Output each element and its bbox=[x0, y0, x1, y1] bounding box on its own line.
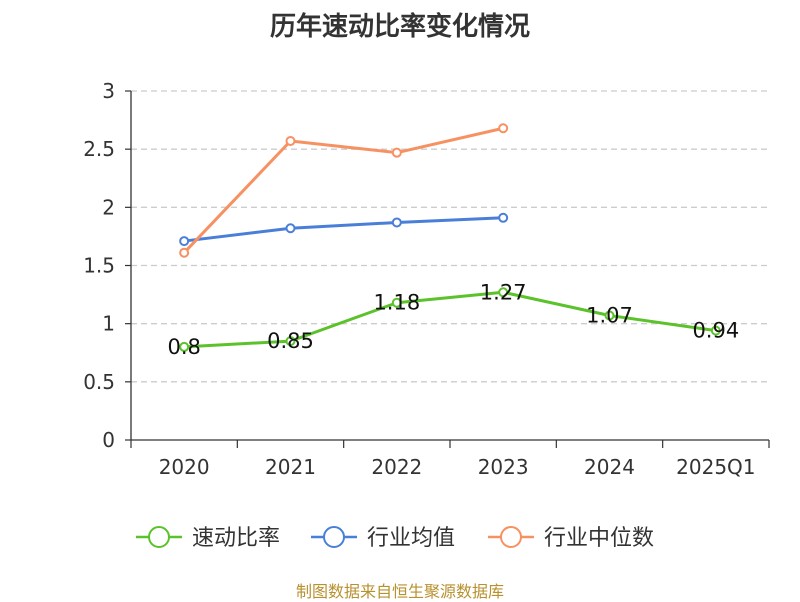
y-tick-label: 1.5 bbox=[83, 254, 115, 278]
y-tick-label: 2.5 bbox=[83, 137, 115, 161]
data-point[interactable] bbox=[498, 123, 509, 134]
series-line bbox=[183, 216, 504, 243]
x-tick-label: 2025Q1 bbox=[676, 455, 755, 479]
data-label: 0.94 bbox=[692, 319, 739, 343]
data-point[interactable] bbox=[285, 136, 296, 147]
data-label: 1.07 bbox=[586, 304, 633, 328]
data-point[interactable] bbox=[498, 212, 509, 223]
y-tick-label: 0.5 bbox=[83, 370, 115, 394]
x-tick-label: 2024 bbox=[584, 455, 635, 479]
data-labels: 0.8 0.85 1.18 1.27 1.07 0.94 bbox=[167, 280, 739, 359]
data-label: 1.18 bbox=[373, 291, 420, 315]
legend-label[interactable]: 速动比率 bbox=[192, 526, 280, 551]
y-tick-label: 0 bbox=[102, 428, 115, 452]
data-point[interactable] bbox=[391, 217, 402, 228]
data-label: 0.8 bbox=[167, 335, 200, 359]
data-point[interactable] bbox=[179, 236, 190, 247]
y-tick-label: 3 bbox=[102, 79, 115, 103]
legend: 速动比率 行业均值 行业中位数 bbox=[136, 526, 654, 551]
data-point[interactable] bbox=[604, 310, 615, 321]
y-tick-label: 2 bbox=[102, 195, 115, 219]
legend-label[interactable]: 行业均值 bbox=[367, 526, 455, 551]
data-point[interactable] bbox=[498, 287, 509, 298]
data-point[interactable] bbox=[285, 336, 296, 347]
x-tick-label: 2023 bbox=[478, 455, 529, 479]
legend-marker[interactable] bbox=[323, 526, 345, 548]
data-point[interactable] bbox=[179, 247, 190, 258]
data-label: 0.85 bbox=[267, 329, 314, 353]
series-line bbox=[184, 290, 717, 349]
series-lines bbox=[179, 123, 721, 352]
legend-marker[interactable] bbox=[148, 526, 170, 548]
axes: 0 0.5 1 1.5 2 2.5 3 2020 2021 2022 2023 2024 2025Q1 bbox=[83, 79, 770, 479]
data-point[interactable] bbox=[710, 325, 721, 336]
y-tick-label: 1 bbox=[102, 312, 115, 336]
chart-title: 历年速动比率变化情况 bbox=[269, 12, 530, 42]
data-point[interactable] bbox=[179, 341, 190, 352]
x-tick-label: 2021 bbox=[265, 455, 316, 479]
legend-label[interactable]: 行业中位数 bbox=[544, 526, 654, 551]
x-tick-label: 2022 bbox=[371, 455, 422, 479]
series-line bbox=[183, 126, 504, 254]
x-tick-label: 2020 bbox=[159, 455, 210, 479]
legend-marker[interactable] bbox=[500, 526, 522, 548]
data-point[interactable] bbox=[391, 147, 402, 158]
data-point[interactable] bbox=[285, 223, 296, 234]
source-note: 制图数据来自恒生聚源数据库 bbox=[295, 582, 504, 601]
data-point[interactable] bbox=[391, 297, 402, 308]
data-label: 1.27 bbox=[480, 280, 527, 304]
